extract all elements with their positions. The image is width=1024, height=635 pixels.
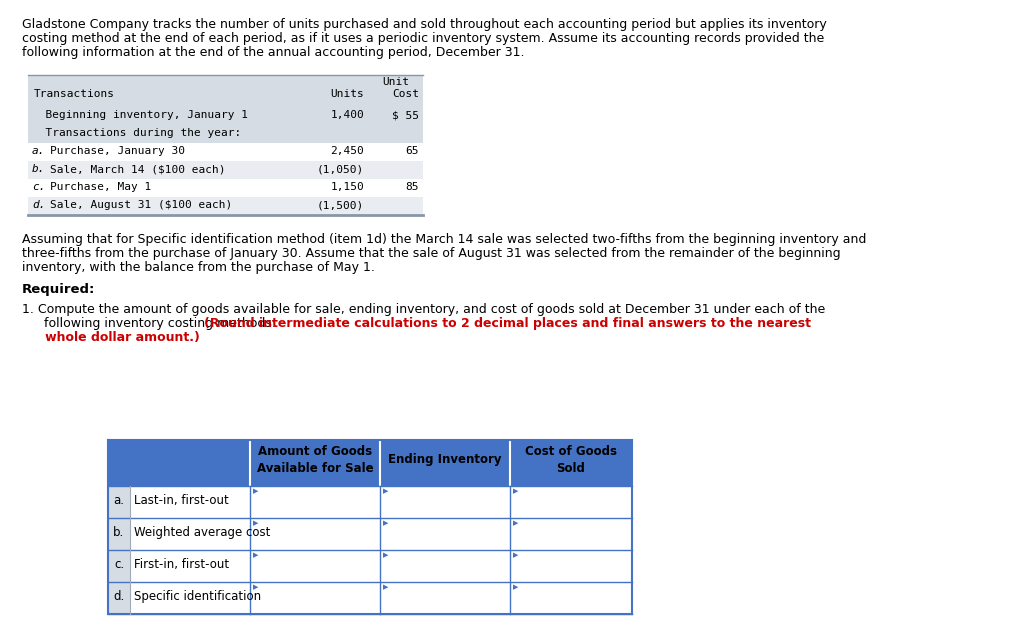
Bar [510, 518, 632, 550]
Text: 1,150: 1,150 [331, 182, 364, 192]
Bar [28, 179, 423, 197]
Text: following inventory costing methods:: following inventory costing methods: [32, 317, 281, 330]
Text: b.: b. [32, 164, 45, 174]
Text: Units: Units [331, 89, 364, 99]
Text: ▶: ▶ [253, 520, 258, 526]
Bar [510, 550, 632, 582]
Text: whole dollar amount.): whole dollar amount.) [32, 331, 200, 344]
Text: three-fifths from the purchase of January 30. Assume that the sale of August 31 : three-fifths from the purchase of Januar… [22, 247, 841, 260]
Text: 85: 85 [406, 182, 419, 192]
Text: ▶: ▶ [383, 520, 388, 526]
Text: a.: a. [114, 494, 125, 507]
Bar [380, 486, 510, 518]
Bar [510, 486, 632, 518]
Bar [108, 518, 130, 550]
Bar [108, 582, 130, 614]
Text: (Round intermediate calculations to 2 decimal places and final answers to the ne: (Round intermediate calculations to 2 de… [204, 317, 811, 330]
Bar [380, 550, 510, 582]
Text: ▶: ▶ [383, 584, 388, 590]
Text: Sale, August 31 ($100 each): Sale, August 31 ($100 each) [50, 200, 232, 210]
Text: Amount of Goods
Available for Sale: Amount of Goods Available for Sale [257, 445, 374, 475]
Bar [108, 440, 632, 486]
Text: ▶: ▶ [253, 584, 258, 590]
Text: ▶: ▶ [513, 552, 518, 558]
Text: 65: 65 [406, 146, 419, 156]
Text: Transactions during the year:: Transactions during the year: [32, 128, 242, 138]
Text: ▶: ▶ [253, 488, 258, 494]
Bar [510, 582, 632, 614]
Text: Transactions: Transactions [34, 89, 115, 99]
Text: Assuming that for Specific identification method (item 1d) the March 14 sale was: Assuming that for Specific identificatio… [22, 233, 866, 246]
Bar [28, 143, 423, 161]
Text: Gladstone Company tracks the number of units purchased and sold throughout each : Gladstone Company tracks the number of u… [22, 18, 826, 31]
Bar [28, 161, 423, 179]
Text: ▶: ▶ [513, 488, 518, 494]
Text: b.: b. [114, 526, 125, 539]
Text: c.: c. [114, 558, 124, 571]
Text: Required:: Required: [22, 283, 95, 296]
Bar [250, 486, 380, 518]
Bar [130, 550, 250, 582]
Text: a.: a. [32, 146, 45, 156]
Text: Sale, March 14 ($100 each): Sale, March 14 ($100 each) [50, 164, 225, 174]
Text: 1,400: 1,400 [331, 110, 364, 120]
Text: Beginning inventory, January 1: Beginning inventory, January 1 [32, 110, 248, 120]
Text: Ending Inventory: Ending Inventory [388, 453, 502, 466]
Text: Specific identification: Specific identification [134, 590, 261, 603]
Text: Weighted average cost: Weighted average cost [134, 526, 270, 539]
Bar [28, 107, 423, 125]
Bar [130, 582, 250, 614]
Bar [108, 550, 130, 582]
Text: 2,450: 2,450 [331, 146, 364, 156]
Text: inventory, with the balance from the purchase of May 1.: inventory, with the balance from the pur… [22, 261, 375, 274]
Text: following information at the end of the annual accounting period, December 31.: following information at the end of the … [22, 46, 524, 59]
Text: $ 55: $ 55 [392, 110, 419, 120]
Text: ▶: ▶ [513, 584, 518, 590]
Text: ▶: ▶ [383, 552, 388, 558]
Text: Purchase, January 30: Purchase, January 30 [50, 146, 185, 156]
Bar [380, 518, 510, 550]
Text: c.: c. [32, 182, 45, 192]
Bar [250, 582, 380, 614]
Bar [28, 125, 423, 143]
Text: 1. Compute the amount of goods available for sale, ending inventory, and cost of: 1. Compute the amount of goods available… [22, 303, 825, 316]
Text: Unit: Unit [382, 77, 409, 87]
Bar [250, 518, 380, 550]
Text: Cost of Goods
Sold: Cost of Goods Sold [525, 445, 617, 475]
Text: ▶: ▶ [383, 488, 388, 494]
Text: First-in, first-out: First-in, first-out [134, 558, 229, 571]
Bar [108, 486, 130, 518]
Text: ▶: ▶ [253, 552, 258, 558]
Text: Purchase, May 1: Purchase, May 1 [50, 182, 152, 192]
Text: Last-in, first-out: Last-in, first-out [134, 494, 228, 507]
Text: costing method at the end of each period, as if it uses a periodic inventory sys: costing method at the end of each period… [22, 32, 824, 45]
Text: Cost: Cost [392, 89, 419, 99]
Bar [28, 75, 423, 107]
Bar [28, 197, 423, 215]
Text: d.: d. [32, 200, 45, 210]
Text: (1,050): (1,050) [316, 164, 364, 174]
Text: (1,500): (1,500) [316, 200, 364, 210]
Text: ▶: ▶ [513, 520, 518, 526]
Bar [250, 550, 380, 582]
Bar [130, 486, 250, 518]
Bar [130, 518, 250, 550]
Bar [380, 582, 510, 614]
Text: d.: d. [114, 590, 125, 603]
